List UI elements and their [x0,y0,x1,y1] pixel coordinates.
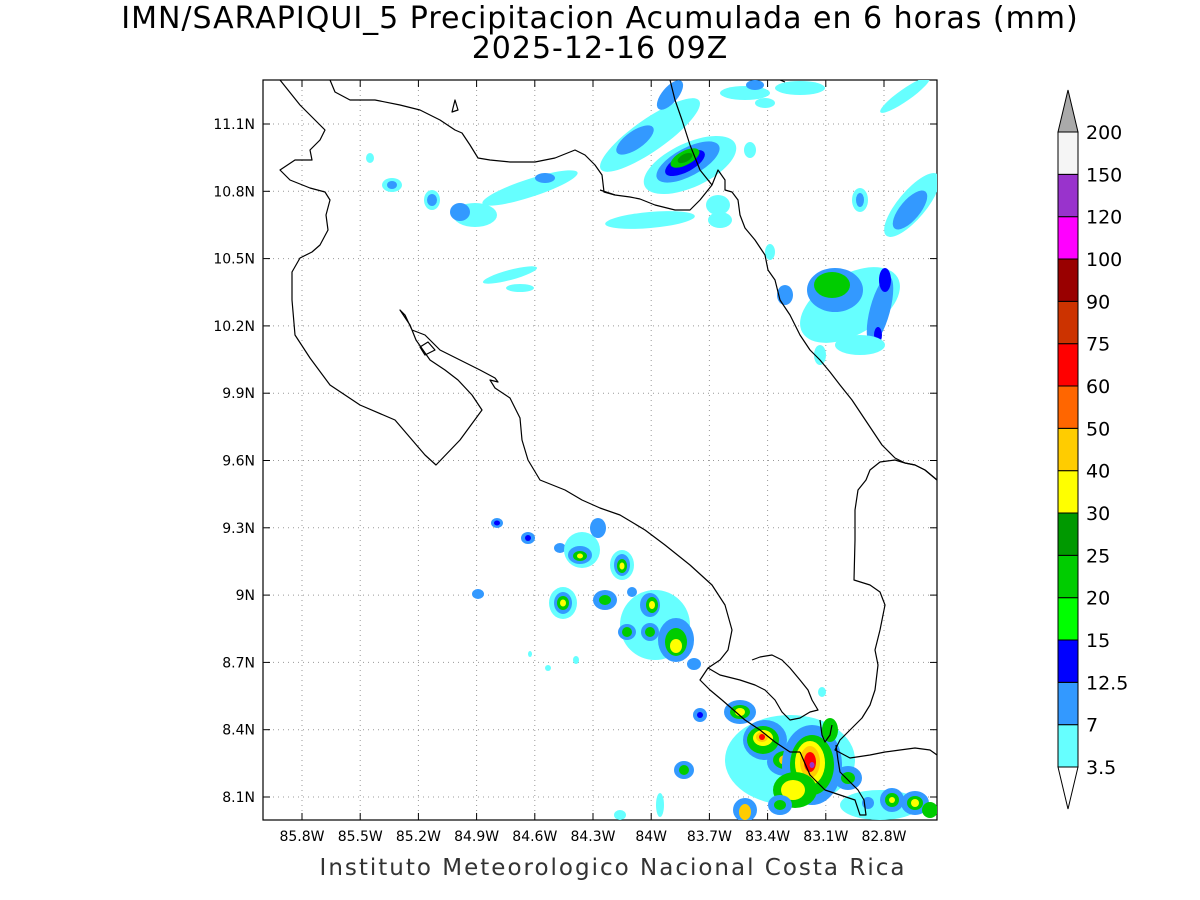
lon-tick-label: 84.6W [512,829,557,845]
colorbar-segment [1057,470,1079,514]
lon-tick-label: 83.7W [687,829,732,845]
colorbar-legend: 3.5 7 12.5 15 20 25 30 40 50 60 75 90 100 120 150 200 [1057,89,1128,810]
colorbar-segment [1057,343,1079,387]
colorbar-label: 25 [1086,545,1110,567]
lon-tick-label: 85.2W [396,829,441,845]
lat-tick-label: 8.4N [222,723,255,739]
lat-tick-label: 10.5N [213,252,255,268]
colorbar-label: 120 [1086,207,1122,229]
colorbar-segment [1057,554,1079,599]
colorbar-label: 12.5 [1086,672,1128,694]
colorbar-label: 3.5 [1086,757,1116,779]
map-gridlines [263,80,937,820]
nicaragua-border [279,79,800,753]
colorbar-label: 75 [1086,334,1110,356]
colorbar-under-arrow [1057,766,1079,810]
lat-tick-label: 8.7N [222,655,255,671]
precip-area-northeast [777,173,937,365]
colorbar-label: 90 [1086,291,1110,313]
lon-tick-label: 85.8W [279,829,324,845]
colorbar-segment [1057,173,1079,218]
precip-area-north [366,80,930,292]
colorbar-label: 20 [1086,588,1110,610]
colorbar-label: 15 [1086,630,1110,652]
colorbar-segment [1057,681,1079,726]
precip-area-pacific [472,518,707,779]
colorbar-label: 100 [1086,249,1122,271]
colorbar-label: 150 [1086,164,1122,186]
colorbar-label: 40 [1086,461,1110,483]
lon-tick-label: 84.3W [570,829,615,845]
lon-tick-label: 84W [635,829,667,845]
colorbar-segment [1057,512,1079,556]
lon-tick-label: 82.8W [861,829,906,845]
colorbar-label: 50 [1086,418,1110,440]
colorbar-segment [1057,385,1079,429]
colorbar-label: 200 [1086,122,1122,144]
lon-tick-label: 83.4W [745,829,790,845]
lat-tick-label: 8.1N [222,790,255,806]
colorbar-label: 7 [1086,715,1098,737]
colorbar-segment [1057,131,1079,175]
lon-tick-label: 84.9W [454,829,499,845]
axis-labels: 11.1N 10.8N 10.5N 10.2N 9.9N 9.6N 9.3N 9N 8.7N 8.… [213,117,906,845]
colorbar-segment [1057,216,1079,260]
colorbar-over-arrow [1057,89,1079,133]
colorbar-label: 30 [1086,503,1110,525]
lat-tick-label: 9.3N [222,521,255,537]
colorbar-segment [1057,300,1079,345]
lat-tick-label: 10.2N [213,319,255,335]
map-title: IMN/SARAPIQUI_5 Precipitacion Acumulada … [121,1,1079,36]
colorbar-segment [1057,427,1079,472]
map-subtitle-date: 2025-12-16 09Z [471,31,729,66]
colorbar-segment [1057,597,1079,641]
precipitation-field [366,80,937,820]
footer-credit: Instituto Meteorologico Nacional Costa R… [319,855,907,881]
lon-tick-label: 85.5W [338,829,383,845]
colorbar-segment [1057,724,1079,768]
colorbar-segment [1057,639,1079,683]
lat-tick-label: 11.1N [213,117,255,133]
coastlines [279,79,938,816]
lon-tick-label: 83.1W [803,829,848,845]
lat-tick-label: 9.6N [222,454,255,470]
colorbar-segment [1057,258,1079,302]
map-frame [262,79,938,821]
lat-tick-label: 9N [236,588,255,604]
colorbar-label: 60 [1086,376,1110,398]
lat-tick-label: 9.9N [222,386,255,402]
panama-coast [834,459,938,759]
lat-tick-label: 10.8N [213,184,255,200]
